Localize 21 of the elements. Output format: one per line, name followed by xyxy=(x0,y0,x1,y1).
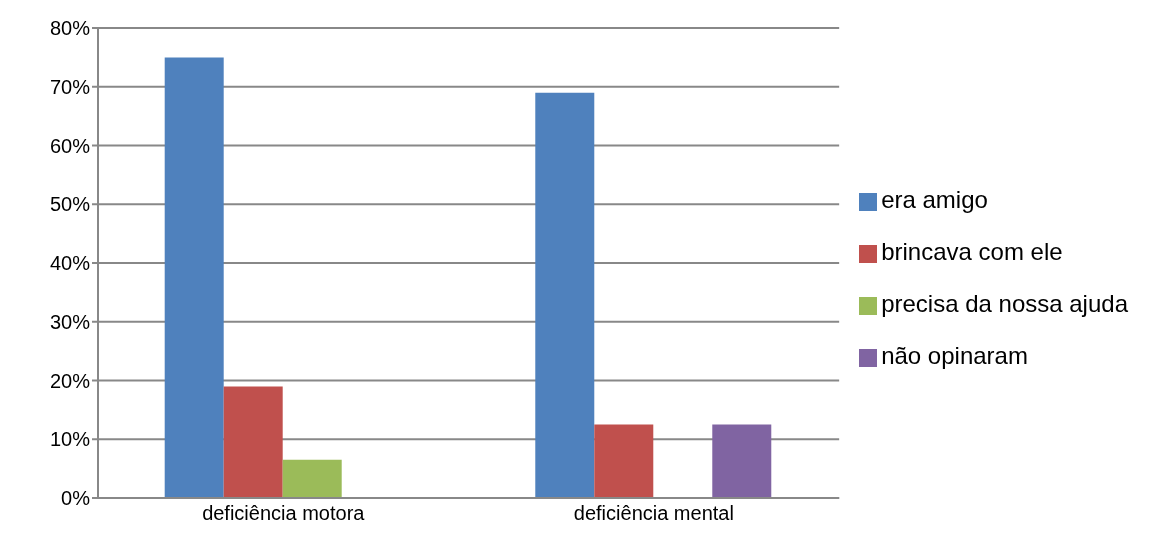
x-tick-label: deficiência mental xyxy=(573,502,734,525)
bar xyxy=(164,57,224,498)
y-tick-label: 40% xyxy=(49,252,91,275)
y-tick-label: 0% xyxy=(61,487,91,510)
legend-label: não opinaram xyxy=(881,342,1028,369)
y-tick-label: 60% xyxy=(49,134,91,157)
y-tick-label: 50% xyxy=(49,193,91,216)
x-tick-label: deficiência motora xyxy=(202,502,366,525)
y-tick-label: 80% xyxy=(49,17,91,40)
y-tick-label: 30% xyxy=(49,310,91,333)
legend-label: brincava com ele xyxy=(881,238,1063,265)
bar xyxy=(282,459,342,498)
y-tick-label: 10% xyxy=(49,428,91,451)
y-tick-label: 70% xyxy=(49,75,91,98)
legend-label: era amigo xyxy=(881,186,988,213)
bar xyxy=(594,424,654,498)
bar xyxy=(535,92,595,498)
bar xyxy=(223,386,283,498)
y-tick-label: 20% xyxy=(49,369,91,392)
bar xyxy=(712,424,772,498)
legend-label: precisa da nossa ajuda xyxy=(881,290,1128,317)
